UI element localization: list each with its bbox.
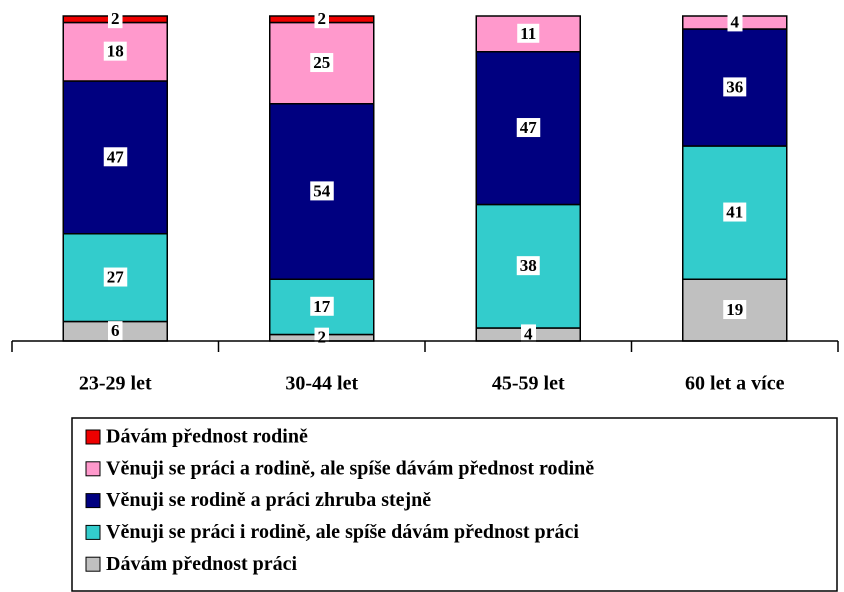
value-label-bg [310, 181, 334, 201]
bar-segment [475, 51, 581, 206]
value-label-bg [723, 202, 747, 222]
value-label: 4 [521, 324, 536, 344]
value-label: 17 [310, 296, 334, 316]
x-tick-label: 45-59 let [492, 373, 565, 395]
value-label-text: 38 [520, 256, 537, 275]
legend-label: Věnuji se práci i rodině, ale spíše dává… [106, 521, 579, 543]
legend-swatch [85, 461, 101, 477]
value-label-text: 2 [111, 9, 120, 28]
value-label: 2 [314, 9, 329, 29]
legend-label: Dávám přednost práci [106, 553, 298, 575]
value-label-text: 11 [520, 24, 536, 43]
value-label-bg [314, 327, 329, 347]
value-label: 2 [314, 327, 329, 347]
value-label-bg [521, 324, 536, 344]
value-label-text: 2 [318, 328, 327, 347]
value-label: 54 [310, 181, 334, 201]
value-label-bg [723, 300, 747, 320]
x-tick-label: 30-44 let [285, 373, 358, 395]
value-label-text: 54 [313, 181, 331, 200]
legend-swatch [85, 556, 101, 572]
x-tick-label: 23-29 let [79, 373, 152, 395]
value-label-text: 25 [313, 53, 330, 72]
value-label-text: 41 [726, 203, 743, 222]
legend-swatch [85, 524, 101, 540]
legend-label: Dávám přednost rodině [106, 426, 308, 448]
value-label-bg [517, 23, 540, 43]
value-label: 27 [103, 267, 128, 287]
value-label: 18 [103, 41, 127, 61]
value-label-text: 2 [318, 9, 327, 28]
value-label: 11 [517, 23, 540, 43]
value-label-bg [723, 77, 747, 97]
legend-label: Věnuji se rodině a práci zhruba stejně [106, 489, 431, 511]
value-label: 6 [108, 321, 123, 341]
value-label-text: 18 [107, 42, 124, 61]
value-label-text: 6 [111, 321, 120, 340]
value-label: 25 [310, 53, 334, 73]
value-label: 47 [103, 147, 128, 167]
value-label-bg [516, 256, 540, 276]
value-label-text: 4 [524, 324, 533, 343]
value-label-text: 47 [107, 147, 125, 166]
value-label-bg [314, 9, 329, 29]
value-label: 19 [723, 300, 747, 320]
value-label-bg [103, 41, 127, 61]
value-label-bg [108, 321, 123, 341]
value-label-bg [516, 118, 541, 138]
value-label: 38 [516, 256, 540, 276]
legend-label: Věnuji se práci a rodině, ale spíše dává… [106, 457, 594, 479]
value-label-bg [310, 296, 334, 316]
x-tick-label: 60 let a více [685, 373, 785, 395]
value-label-bg [310, 53, 334, 73]
legend-swatch [85, 429, 101, 445]
value-label-bg [103, 147, 128, 167]
value-label-text: 17 [313, 297, 331, 316]
value-label: 2 [108, 9, 123, 29]
value-label: 47 [516, 118, 541, 138]
value-label-text: 27 [107, 268, 125, 287]
legend-box [71, 417, 838, 592]
value-label-text: 36 [726, 77, 743, 96]
value-label-bg [103, 267, 128, 287]
value-label: 4 [727, 12, 743, 32]
value-label-text: 4 [731, 12, 740, 31]
value-label-bg [727, 12, 743, 32]
value-label-bg [108, 9, 123, 29]
value-label: 36 [723, 77, 747, 97]
value-label: 41 [723, 202, 747, 222]
legend-swatch [85, 493, 101, 509]
value-label-text: 19 [726, 300, 743, 319]
value-label-text: 47 [520, 118, 538, 137]
